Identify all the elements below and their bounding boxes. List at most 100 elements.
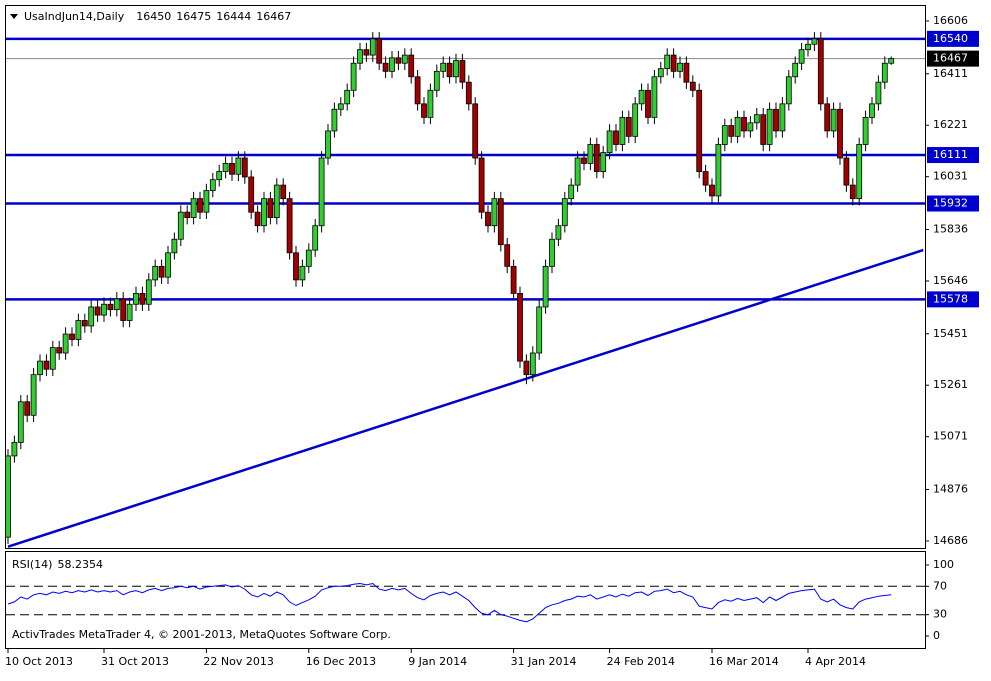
candle-body (171, 238, 178, 254)
candle-body (856, 144, 863, 200)
candle-body (101, 303, 107, 316)
candle-body (5, 455, 11, 538)
candle-body (504, 244, 511, 267)
x-tick-label: 16 Dec 2013 (306, 655, 376, 668)
candle-body (107, 303, 114, 311)
candle-body (715, 144, 722, 197)
candle-body (453, 60, 459, 78)
indicator-value: 58.2354 (57, 558, 103, 571)
y-tick-label: 14876 (933, 483, 968, 496)
candle-body (478, 157, 485, 213)
candle-body (299, 265, 306, 281)
candle-body (261, 198, 267, 227)
candle-body (593, 144, 600, 172)
price-label: 16467 (933, 52, 968, 65)
candle-body (235, 157, 242, 175)
low-value: 16444 (216, 10, 251, 23)
candle-body (37, 360, 43, 376)
indicator-name: RSI(14) (12, 558, 52, 571)
candle-body (81, 320, 88, 327)
candle-body (651, 76, 658, 118)
candle-body (30, 374, 37, 416)
x-tick-label: 31 Jan 2014 (511, 655, 577, 668)
candle-body (638, 89, 645, 105)
candle-body (606, 130, 613, 153)
candle-body (94, 306, 101, 316)
candle-body (549, 238, 555, 267)
candle-body (773, 108, 779, 132)
candle-body (760, 114, 767, 145)
candle-body (817, 38, 824, 105)
y-tick-label: 16221 (933, 118, 968, 131)
y-tick-label: 15451 (933, 327, 968, 340)
price-label-box (927, 50, 979, 67)
candle-body (657, 68, 664, 78)
candle-body (305, 249, 312, 267)
candle-body (401, 54, 408, 64)
candle-body (830, 108, 837, 132)
candle-body (280, 184, 287, 200)
candle-body (11, 441, 18, 457)
candle-body (561, 198, 568, 227)
y-tick-label: 15646 (933, 274, 968, 287)
rsi-tick-label: 30 (933, 608, 947, 621)
candle-body (766, 108, 773, 145)
candle-body (312, 225, 319, 251)
level-label: 16111 (933, 148, 968, 161)
candle-body (17, 401, 24, 443)
candle-body (843, 157, 850, 186)
open-value: 16450 (136, 10, 171, 23)
rsi-tick-label: 100 (933, 558, 954, 571)
candle-body (382, 62, 389, 72)
candle-body (325, 130, 331, 159)
header: UsaIndJun14,Daily 16450 16475 16444 16467 (24, 10, 291, 23)
candle-body (190, 198, 197, 218)
candle-body (62, 333, 69, 354)
candle-body (862, 116, 869, 145)
candle-body (69, 333, 75, 340)
candle-body (337, 103, 344, 110)
candle-body (427, 89, 434, 118)
candle-body (369, 38, 376, 56)
candle-body (625, 116, 632, 137)
level-label: 15578 (933, 292, 968, 305)
candle-body (120, 298, 127, 321)
footer: ActivTrades MetaTrader 4, © 2001-2013, M… (12, 628, 391, 641)
candle-body (158, 265, 165, 278)
candle-body (229, 163, 235, 175)
candle-body (216, 171, 223, 181)
candle-body (184, 211, 191, 218)
candle-body (152, 265, 159, 281)
candle-body (613, 130, 619, 145)
candle-body (472, 103, 479, 159)
candle-body (741, 116, 747, 132)
chart-title: UsaIndJun14,Daily (24, 10, 125, 23)
y-tick-label: 16606 (933, 14, 968, 27)
x-tick-label: 22 Nov 2013 (203, 655, 273, 668)
candle-body (446, 62, 453, 78)
y-tick-label: 16411 (933, 67, 968, 80)
candle-body (875, 81, 882, 105)
candle-body (529, 352, 536, 376)
candle-body (395, 57, 402, 64)
rsi-tick-label: 0 (933, 629, 940, 642)
level-label-box (927, 291, 979, 308)
x-tick-label: 31 Oct 2013 (101, 655, 169, 668)
candle-body (869, 103, 875, 118)
candle-body (696, 89, 703, 172)
candle-body (728, 125, 735, 137)
candle-body (293, 252, 299, 281)
candle-body (43, 360, 50, 370)
y-tick-label: 15261 (933, 378, 968, 391)
candle-body (145, 279, 152, 305)
candle-body (267, 198, 274, 218)
candle-body (792, 62, 799, 78)
x-tick-label: 24 Feb 2014 (607, 655, 675, 668)
level-label-box (927, 195, 979, 212)
candle-body (421, 103, 427, 118)
candle-body (165, 252, 171, 278)
candle-body (318, 157, 325, 227)
candle-body (350, 62, 357, 91)
candle-body (702, 171, 709, 186)
